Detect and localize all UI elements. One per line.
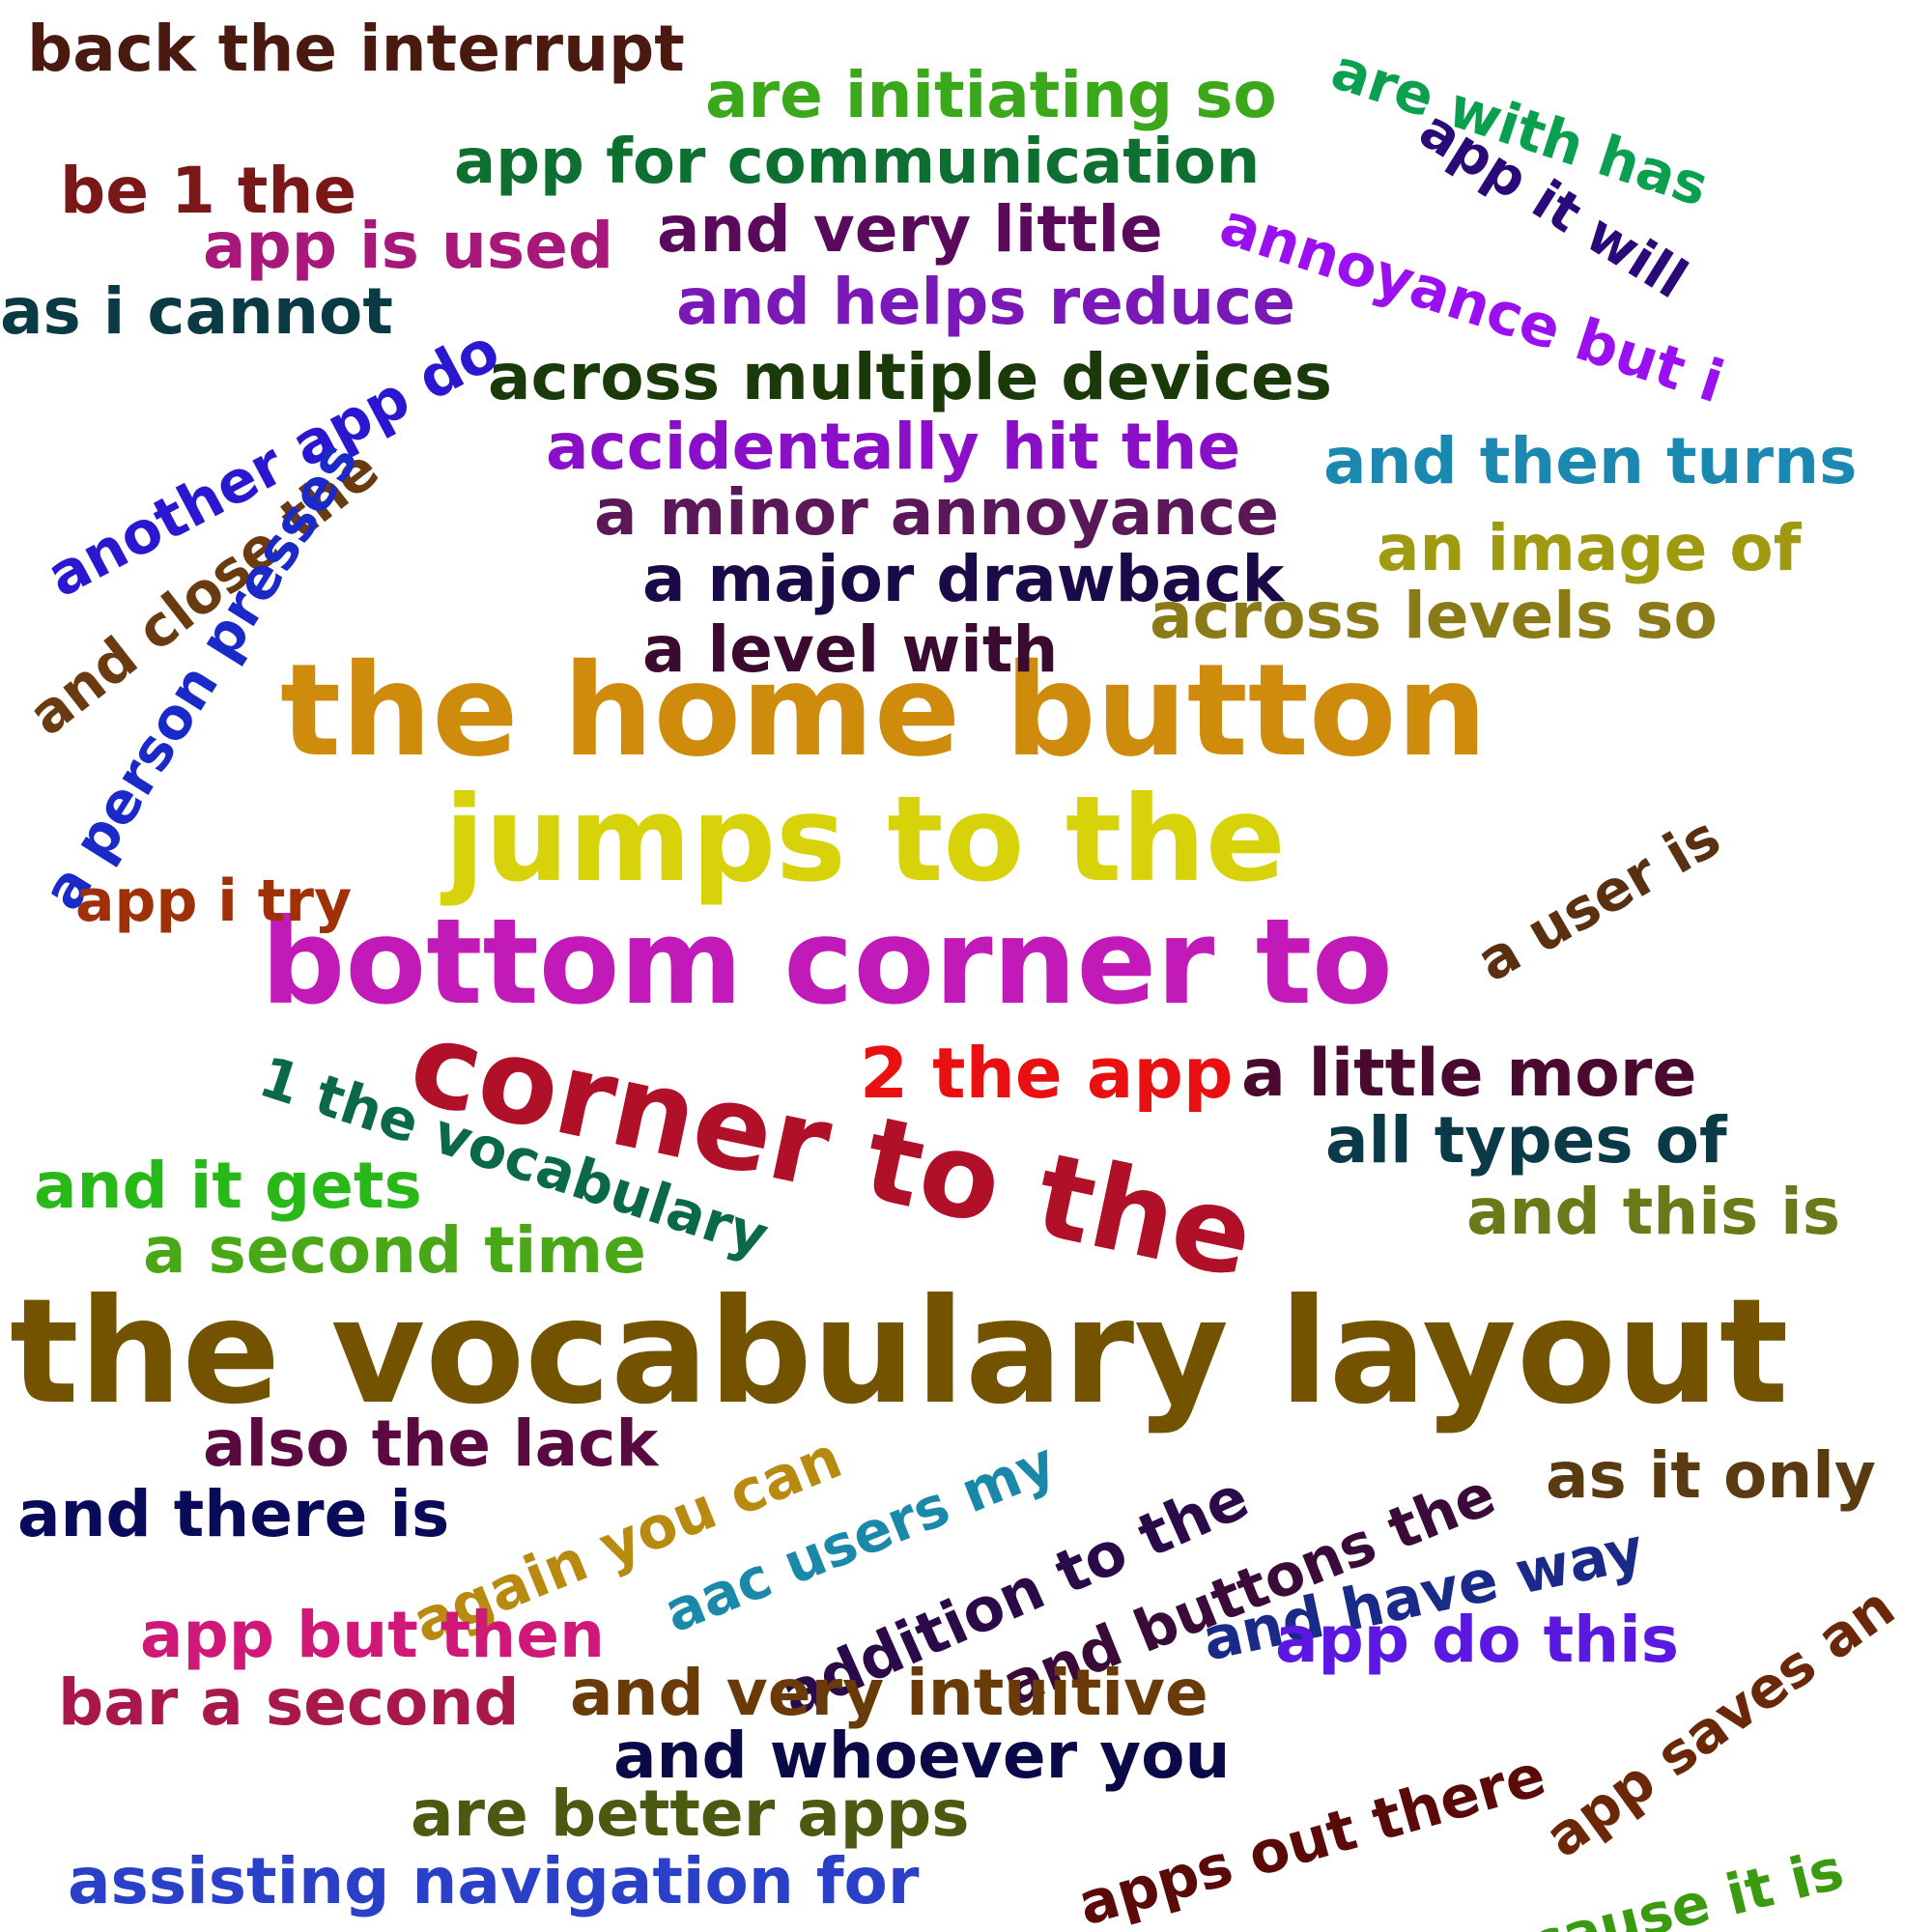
cloud-word: a little more	[1241, 1036, 1697, 1112]
cloud-word: all types of	[1325, 1103, 1727, 1178]
cloud-word: back the interrupt	[27, 12, 685, 86]
cloud-word: assisting navigation for	[68, 1844, 920, 1918]
cloud-word: the home button	[280, 637, 1488, 785]
cloud-word: as i cannot	[0, 274, 393, 349]
cloud-word: app is used	[203, 209, 614, 283]
cloud-word: because it is	[1447, 1835, 1850, 1932]
cloud-word: and whoever you	[613, 1719, 1231, 1793]
cloud-word: also the lack	[203, 1406, 659, 1481]
cloud-word: bottom corner to	[261, 894, 1393, 1031]
cloud-word: a minor annoyance	[594, 475, 1280, 550]
cloud-word: a user is	[1465, 803, 1731, 995]
cloud-word: are initiating so	[705, 58, 1277, 132]
cloud-word: accidentally hit the	[546, 410, 1241, 484]
cloud-word: and very little	[657, 192, 1163, 267]
cloud-word: and very intuitive	[570, 1656, 1208, 1730]
cloud-word: be 1 the	[60, 154, 357, 228]
cloud-word: jumps to the	[444, 771, 1286, 908]
cloud-word: app do this	[1275, 1603, 1680, 1677]
cloud-word: app for communication	[454, 127, 1261, 198]
cloud-word: and there is	[17, 1477, 450, 1551]
cloud-word: app but then	[140, 1598, 606, 1672]
cloud-word: a major drawback	[642, 542, 1285, 616]
cloud-word: across levels so	[1150, 579, 1718, 653]
cloud-word: and then turns	[1323, 424, 1858, 498]
cloud-word: and helps reduce	[676, 265, 1296, 339]
cloud-word: are better apps	[411, 1776, 970, 1851]
cloud-word: 2 the app	[860, 1033, 1234, 1114]
cloud-word: and it gets	[34, 1149, 422, 1223]
cloud-word: across multiple devices	[488, 340, 1333, 414]
cloud-word: app i try	[75, 867, 353, 935]
cloud-word: a second time	[143, 1213, 646, 1288]
cloud-word: an image of	[1377, 511, 1802, 585]
cloud-word: bar a second	[58, 1665, 520, 1740]
cloud-word: the vocabulary layout	[10, 1268, 1789, 1436]
cloud-word: as it only	[1546, 1438, 1876, 1513]
cloud-word: a level with	[642, 612, 1059, 687]
cloud-word: and this is	[1466, 1175, 1841, 1249]
